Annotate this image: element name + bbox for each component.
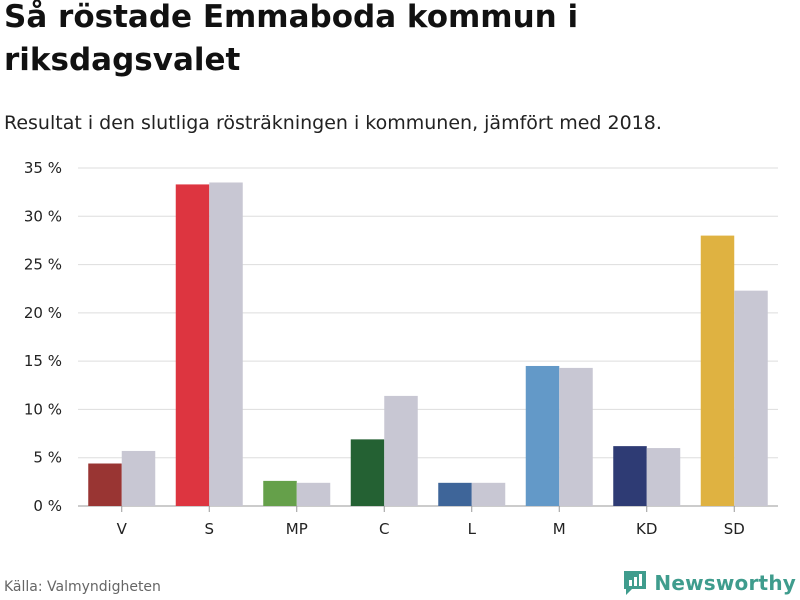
- y-tick-label: 35 %: [24, 159, 62, 177]
- x-tick-label: L: [468, 520, 477, 538]
- bar-chart: 0 % 5 % 10 % 15 % 20 % 25 % 30 % 35 % V S MP C L M KD…: [24, 159, 778, 538]
- bars: [88, 182, 768, 506]
- x-tick-label: MP: [286, 520, 308, 538]
- newsworthy-logo-text: Newsworthy: [654, 571, 796, 595]
- x-tick-label: V: [117, 520, 128, 538]
- bar-2018-l: [471, 482, 506, 506]
- bar-2018-mp: [296, 482, 331, 506]
- y-tick-label: 10 %: [24, 400, 62, 418]
- x-tick-label: M: [553, 520, 566, 538]
- bar-2018-m: [559, 367, 593, 506]
- y-tick-label: 5 %: [33, 449, 62, 467]
- bar-2018-kd: [646, 448, 681, 506]
- x-tick-label: C: [379, 520, 389, 538]
- x-tick-label: S: [204, 520, 214, 538]
- x-tick-label: KD: [636, 520, 657, 538]
- y-axis: 0 % 5 % 10 % 15 % 20 % 25 % 30 % 35 %: [24, 159, 62, 515]
- bar-2022-m: [525, 365, 560, 506]
- newsworthy-logo: Newsworthy: [622, 568, 796, 598]
- bar-2018-c: [384, 395, 418, 506]
- bar-2018-v: [121, 450, 156, 506]
- source-note: Källa: Valmyndigheten: [4, 579, 161, 595]
- bar-2022-v: [88, 463, 122, 506]
- bar-2022-s: [175, 184, 210, 506]
- y-tick-label: 15 %: [24, 352, 62, 370]
- y-tick-label: 0 %: [33, 497, 62, 515]
- bar-2022-kd: [613, 446, 647, 506]
- bar-2022-c: [350, 439, 385, 506]
- bar-2022-l: [438, 482, 472, 506]
- bar-2018-sd: [734, 290, 768, 506]
- newsworthy-logo-icon: [624, 571, 647, 595]
- bar-2022-mp: [263, 480, 297, 506]
- bar-2018-s: [209, 182, 243, 506]
- y-tick-label: 20 %: [24, 304, 62, 322]
- x-axis: V S MP C L M KD SD: [117, 506, 745, 538]
- y-tick-label: 30 %: [24, 207, 62, 225]
- bar-2022-sd: [700, 235, 735, 506]
- chart-subtitle: Resultat i den slutliga rösträkningen i …: [4, 112, 662, 134]
- y-tick-label: 25 %: [24, 256, 62, 274]
- x-tick-label: SD: [724, 520, 745, 538]
- chart-title: Så röstade Emmaboda kommun i riksdagsval…: [4, 0, 579, 78]
